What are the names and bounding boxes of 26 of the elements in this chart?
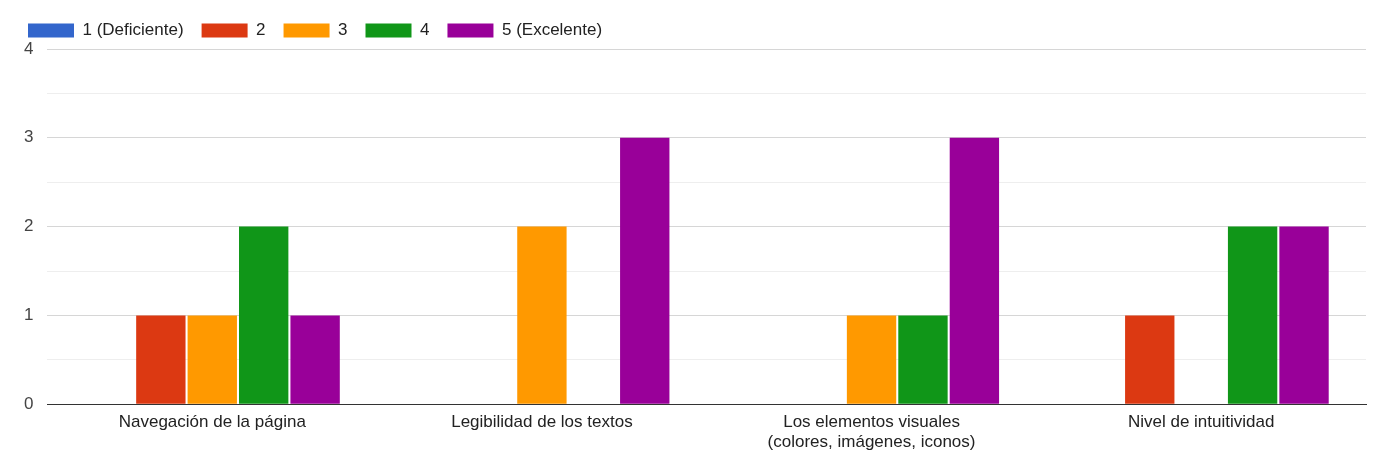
bar — [898, 315, 948, 404]
x-tick-label: Nivel de intuitividad — [1127, 412, 1275, 432]
legend-label: 5 (Excelente) — [501, 20, 603, 40]
bar — [517, 226, 567, 404]
bar — [1125, 315, 1175, 404]
legend-label: 1 (Deficiente) — [82, 20, 184, 40]
y-tick-label: 4 — [23, 38, 34, 58]
bar — [949, 137, 1000, 404]
legend-label: 3 — [338, 20, 348, 40]
y-tick-label: 0 — [23, 393, 34, 413]
bar — [1227, 226, 1278, 404]
x-tick-label: Los elementos visuales (colores, imágenes, iconos) — [767, 412, 976, 452]
bar — [290, 315, 340, 404]
bar — [187, 315, 237, 404]
legend-label: 4 — [420, 20, 430, 40]
y-tick-label: 3 — [23, 127, 34, 147]
x-tick-label: Navegación de la página — [118, 412, 307, 432]
y-tick-label: 1 — [23, 305, 34, 325]
x-tick-label: Legibilidad de los textos — [451, 412, 633, 432]
legend-label: 2 — [256, 20, 266, 40]
bar — [136, 315, 186, 404]
bar — [1279, 226, 1329, 404]
bar — [239, 226, 289, 404]
bar — [846, 315, 897, 404]
bar — [620, 137, 670, 404]
y-tick-label: 2 — [23, 216, 34, 236]
